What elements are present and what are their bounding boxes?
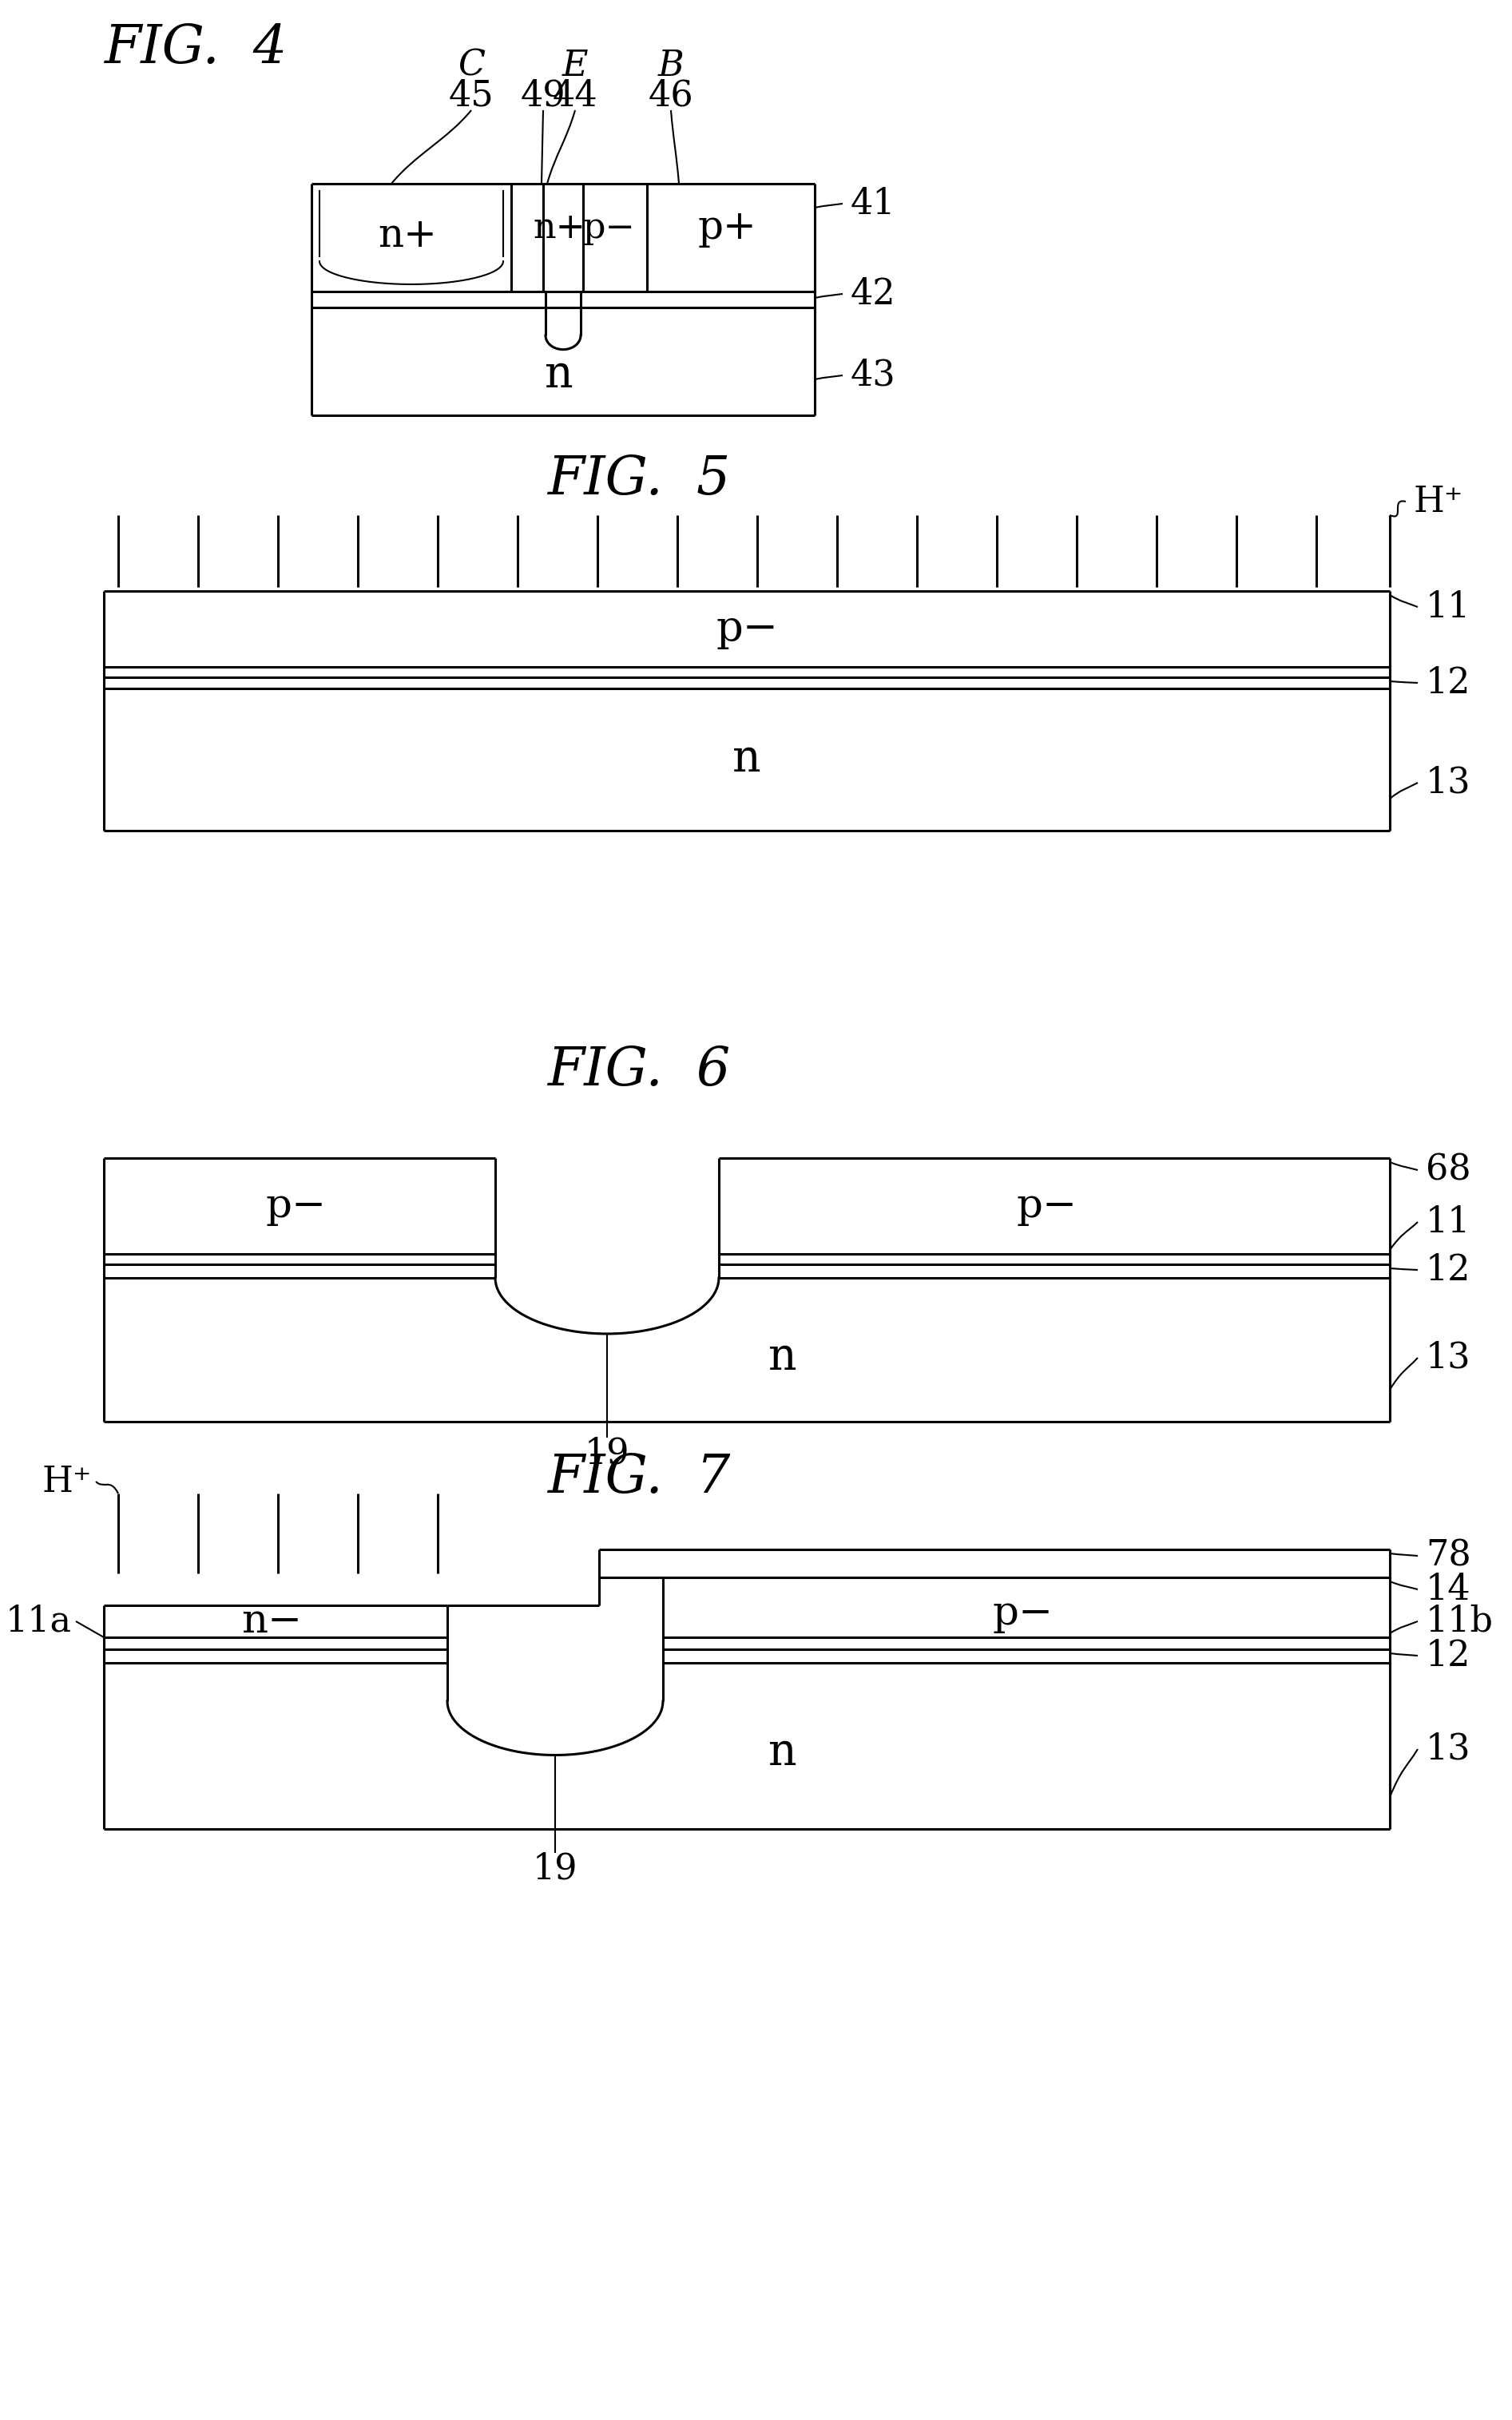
Text: n: n [733, 738, 761, 782]
Text: FIG.  6: FIG. 6 [547, 1043, 730, 1096]
Text: H⁺: H⁺ [42, 1464, 92, 1498]
Text: p−: p− [992, 1595, 1052, 1634]
Text: 11: 11 [1426, 1205, 1471, 1239]
Text: 12: 12 [1426, 1638, 1471, 1672]
Text: n: n [768, 1730, 797, 1774]
Text: 12: 12 [1426, 1254, 1471, 1287]
Text: H⁺: H⁺ [1414, 484, 1464, 518]
Text: E: E [562, 48, 588, 82]
Text: 42: 42 [851, 276, 897, 312]
Text: p−: p− [715, 607, 779, 649]
Text: 11a: 11a [6, 1604, 73, 1638]
Text: n+: n+ [378, 215, 437, 257]
Text: 13: 13 [1426, 1733, 1471, 1767]
Text: p−: p− [1016, 1186, 1077, 1227]
Text: 12: 12 [1426, 666, 1471, 699]
Text: 46: 46 [649, 77, 694, 114]
Text: n+: n+ [532, 211, 585, 244]
Text: n: n [544, 353, 573, 397]
Text: 49: 49 [520, 77, 565, 114]
Text: n−: n− [242, 1602, 302, 1641]
Text: p+: p+ [697, 208, 756, 247]
Text: 44: 44 [552, 77, 597, 114]
Text: FIG.  5: FIG. 5 [547, 453, 730, 506]
Text: 41: 41 [851, 186, 897, 220]
Text: p−: p− [584, 211, 635, 244]
Text: C: C [458, 48, 485, 82]
Text: 19: 19 [585, 1437, 629, 1471]
Text: 13: 13 [1426, 765, 1471, 801]
Text: 43: 43 [851, 358, 897, 392]
Text: p−: p− [265, 1186, 327, 1227]
Text: FIG.  4: FIG. 4 [104, 22, 287, 75]
Text: n: n [768, 1336, 797, 1379]
Text: 45: 45 [449, 77, 494, 114]
Text: 78: 78 [1426, 1539, 1471, 1573]
Text: B: B [658, 48, 683, 82]
Text: 14: 14 [1426, 1573, 1471, 1607]
Text: FIG.  7: FIG. 7 [547, 1452, 730, 1503]
Text: 13: 13 [1426, 1341, 1471, 1375]
Text: 11b: 11b [1426, 1604, 1494, 1638]
Text: 68: 68 [1426, 1152, 1471, 1188]
Text: 11: 11 [1426, 590, 1471, 624]
Text: 19: 19 [532, 1851, 578, 1885]
